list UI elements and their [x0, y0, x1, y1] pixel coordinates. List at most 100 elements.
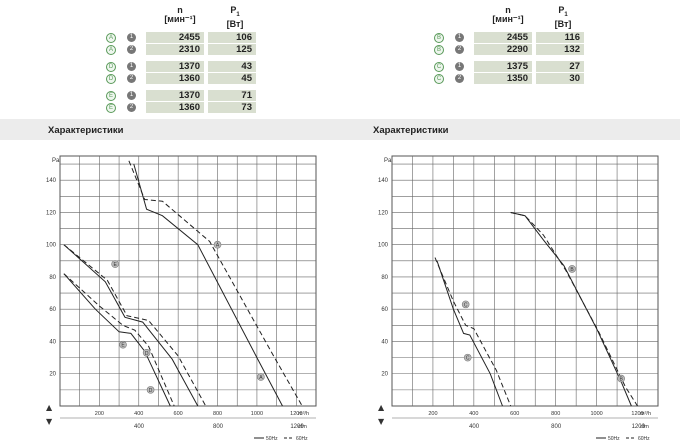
table-row: E 2 1360 73 — [100, 101, 260, 113]
curve-letter-marker: B — [434, 45, 444, 55]
table-row: B 2 2290 132 — [428, 43, 588, 55]
curve-letter-marker: C — [434, 74, 444, 84]
col-p-header: P1 [Вт] — [226, 5, 244, 29]
y-axis-label: Pa — [52, 158, 60, 164]
x2-tick-label: 800 — [551, 424, 562, 430]
y-tick-label: 40 — [49, 339, 56, 345]
x-tick-label: 1200 — [631, 411, 643, 417]
curve-label: C — [466, 356, 470, 362]
x-tick-label: 800 — [213, 411, 222, 417]
speed-cell: 2290 — [474, 44, 532, 55]
y-tick-label: 120 — [46, 210, 57, 216]
curve-label-marker — [257, 373, 265, 381]
y-tick-label: 20 — [381, 372, 388, 378]
section-title-right: Характеристики — [373, 125, 449, 136]
table-row: B 1 2455 116 — [428, 31, 588, 43]
y-tick-label: 20 — [49, 372, 56, 378]
col-n-header: n [мин⁻¹] — [164, 5, 196, 24]
curve-label: D — [149, 388, 153, 394]
curve-label: E — [113, 262, 117, 268]
x-tick-label: 600 — [174, 411, 183, 417]
x-tick-label: 200 — [95, 411, 104, 417]
power-cell: 27 — [536, 61, 584, 72]
table-row: C 1 1375 27 — [428, 60, 588, 72]
curve-letter-marker: C — [434, 62, 444, 72]
legend-60hz-label: 60Hz — [638, 436, 650, 442]
speed-cell: 2310 — [146, 44, 204, 55]
x2-tick-label: 400 — [469, 424, 480, 430]
curve-letter-marker: D — [106, 74, 116, 84]
plot-area — [59, 155, 317, 407]
curve-letter-marker: B — [434, 33, 444, 43]
pressure-axis-arrow-icon: ▲ — [46, 403, 53, 412]
curve-letter-marker: E — [106, 91, 116, 101]
speed-step-marker: 2 — [127, 103, 136, 112]
table-row: D 1 1370 43 — [100, 60, 260, 72]
curve-A-60hz — [128, 160, 303, 407]
curve-A-50hz — [133, 163, 283, 407]
curve-label-marker — [111, 260, 119, 268]
flow-axis-arrow-icon: ▼ — [46, 417, 53, 426]
pressure-axis-arrow-icon: ▲ — [378, 403, 385, 412]
curve-label-marker — [142, 348, 151, 357]
col-p-header: P1 [Вт] — [554, 5, 572, 29]
x2-tick-label: 1200 — [290, 424, 304, 430]
x-tick-label: 1200 — [290, 411, 302, 417]
x-tick-label: 800 — [551, 411, 560, 417]
curve-label: A — [259, 375, 263, 381]
curve-label-marker — [146, 386, 155, 394]
x2-axis-label: cfm — [298, 424, 307, 430]
x-tick-label: 1000 — [251, 411, 263, 417]
x-tick-label: 200 — [428, 411, 437, 417]
curve-label: D — [145, 351, 149, 357]
y-tick-label: 80 — [49, 275, 56, 281]
power-cell: 73 — [208, 102, 256, 113]
curve-label-marker — [213, 240, 222, 249]
speed-cell: 1360 — [146, 102, 204, 113]
speed-step-marker: 1 — [127, 91, 136, 100]
speed-step-marker: 1 — [455, 33, 464, 42]
speed-step-marker: 2 — [455, 45, 464, 54]
x-axis-label: m³/h — [298, 411, 309, 417]
col-n-header: n [мин⁻¹] — [492, 5, 524, 24]
curve-label: B — [619, 377, 623, 383]
curve-letter-marker: D — [106, 62, 116, 72]
speed-cell: 1370 — [146, 90, 204, 101]
curve-label-marker — [617, 374, 625, 383]
curve-label: A — [216, 243, 220, 249]
power-cell: 116 — [536, 32, 584, 43]
x2-tick-label: 1200 — [632, 424, 646, 430]
section-title-left: Характеристики — [48, 125, 124, 136]
speed-step-marker: 1 — [127, 33, 136, 42]
y-tick-label: 60 — [381, 307, 388, 313]
speed-cell: 2455 — [146, 32, 204, 43]
curve-C-60hz — [434, 257, 512, 407]
y-tick-label: 120 — [378, 210, 389, 216]
legend-60hz-label: 60Hz — [296, 436, 308, 442]
x-tick-label: 1000 — [590, 411, 602, 417]
table-row: A 2 2310 125 — [100, 43, 260, 55]
speed-step-marker: 2 — [127, 74, 136, 83]
curve-B-60hz — [510, 212, 638, 407]
y-tick-label: 80 — [381, 275, 388, 281]
flow-axis-arrow-icon: ▼ — [378, 417, 385, 426]
plot-area — [391, 155, 659, 407]
curve-letter-marker: E — [106, 103, 116, 113]
table-row: E 1 1370 71 — [100, 89, 260, 101]
x2-tick-label: 400 — [134, 424, 145, 430]
y-tick-label: 100 — [378, 243, 389, 249]
y-tick-label: 60 — [49, 307, 56, 313]
curve-D-50hz — [63, 273, 171, 407]
curve-label-marker — [463, 353, 472, 362]
left-spec-table: n [мин⁻¹] P1 [Вт] A 1 2455 106 A 2 2310 125 D 1 137… — [100, 0, 260, 113]
curve-E-50hz — [63, 244, 199, 407]
y-tick-label: 140 — [46, 178, 57, 184]
y-tick-label: 40 — [381, 339, 388, 345]
curve-label-marker — [568, 265, 576, 273]
table-row: C 2 1350 30 — [428, 72, 588, 84]
curve-letter-marker: A — [106, 45, 116, 55]
power-cell: 106 — [208, 32, 256, 43]
legend-50hz-label: 50Hz — [266, 436, 278, 442]
